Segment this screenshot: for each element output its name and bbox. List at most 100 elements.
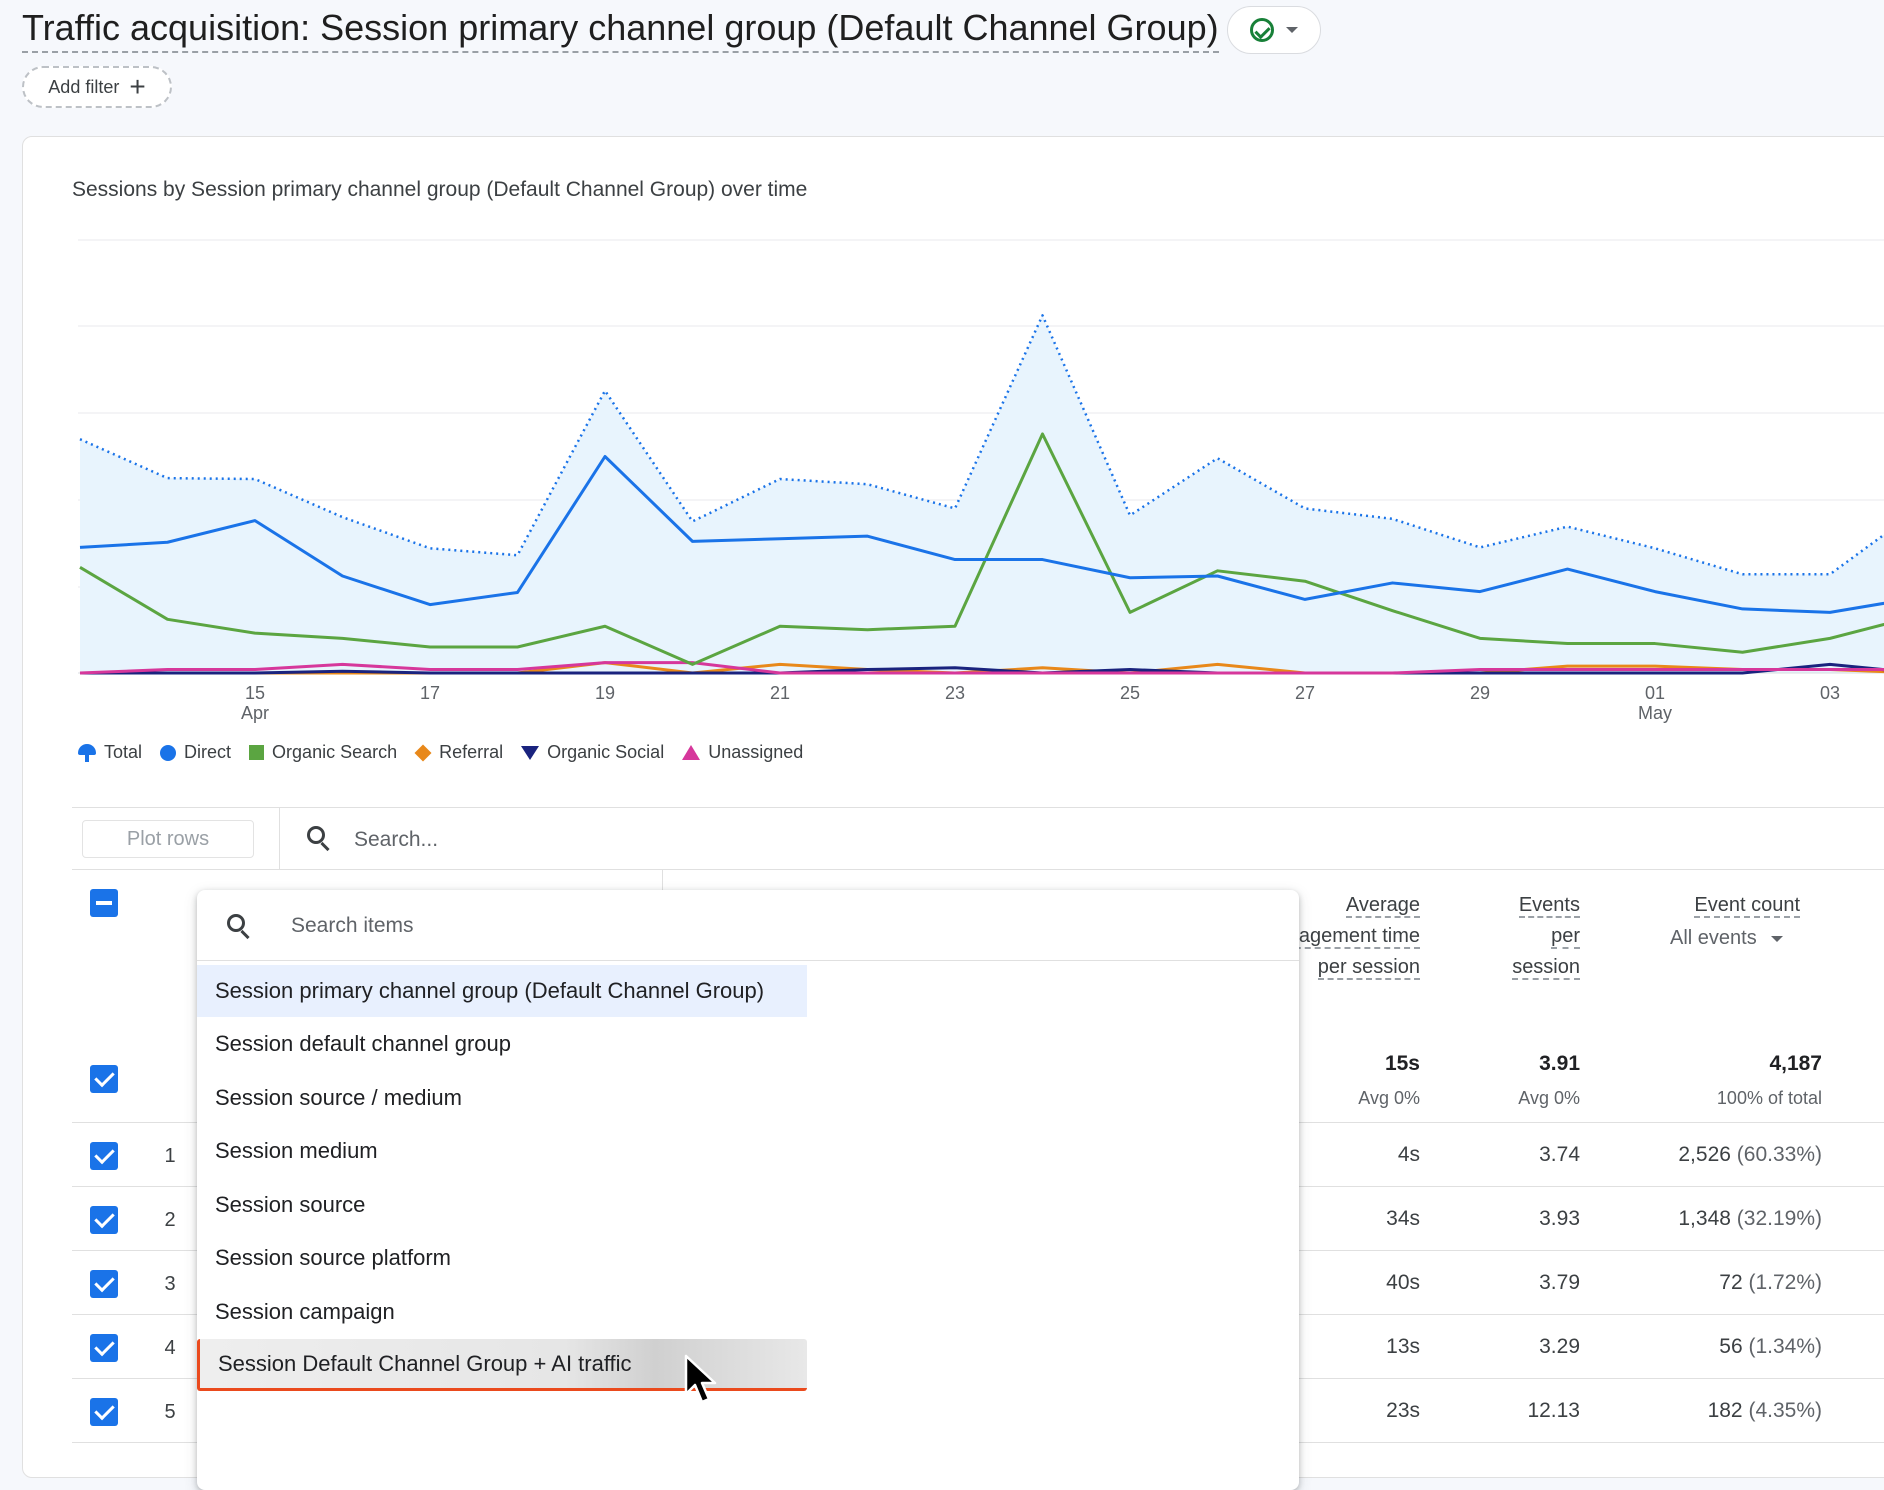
cell-avg-engagement: 40s	[1386, 1271, 1420, 1294]
series-line-direct	[79, 455, 1884, 614]
dropdown-item[interactable]: Session source / medium	[215, 1085, 462, 1110]
row-number: 4	[164, 1337, 176, 1359]
row-checkbox[interactable]	[90, 1270, 118, 1298]
search-icon	[307, 826, 325, 844]
cell-events-per-session: 3.29	[1539, 1335, 1580, 1358]
dropdown-item[interactable]: Session source	[215, 1192, 366, 1217]
legend-label: Organic Social	[547, 742, 665, 762]
total-symbol-icon	[78, 743, 96, 762]
total-avg-engagement-sub: Avg 0%	[1358, 1088, 1420, 1108]
x-tick-label: 25	[1120, 683, 1140, 703]
dropdown-search-row	[197, 890, 1299, 961]
dimension-dropdown-menu: Session primary channel group (Default C…	[197, 890, 1299, 1490]
column-header-label: Average engagement time per session	[1265, 894, 1420, 980]
event-filter-dropdown[interactable]: All events	[1670, 927, 1783, 950]
total-events-per-session-sub: Avg 0%	[1518, 1088, 1580, 1108]
x-tick-label: 19	[595, 683, 615, 703]
total-event-count-sub: 100% of total	[1716, 1088, 1822, 1108]
legend-label: Organic Search	[272, 742, 398, 762]
dropdown-search-input[interactable]	[289, 908, 1193, 944]
sessions-line-chart: 15 Apr 17 19 21 23 25 27 29 01 May 03	[78, 239, 1884, 723]
column-header-label: Event count	[1694, 894, 1800, 918]
cell-events-per-session: 12.13	[1527, 1399, 1580, 1422]
legend-item-unassigned[interactable]: Unassigned	[682, 742, 803, 763]
event-count-pct: (1.72%)	[1748, 1271, 1822, 1294]
x-tick-label: 29	[1470, 683, 1490, 703]
series-line-total	[79, 314, 1884, 576]
total-event-count: 4,187	[1769, 1052, 1822, 1075]
x-tick-label: 17	[420, 683, 440, 703]
cell-events-per-session: 3.93	[1539, 1207, 1580, 1230]
legend-item-organic-search[interactable]: Organic Search	[249, 742, 397, 763]
total-area	[80, 315, 1884, 673]
event-count-value: 2,526	[1678, 1143, 1731, 1166]
series-line-unassigned	[79, 661, 1884, 675]
mouse-cursor-icon	[684, 1354, 717, 1404]
dropdown-item[interactable]: Session primary channel group (Default C…	[197, 965, 807, 1017]
event-count-value: 56	[1719, 1335, 1743, 1358]
cell-event-count: 182 (4.35%)	[1560, 1399, 1822, 1423]
triangle-up-icon	[682, 745, 701, 760]
row-number: 5	[164, 1401, 176, 1423]
legend-item-organic-social[interactable]: Organic Social	[521, 742, 664, 763]
column-header-events-per-session[interactable]: Events per session	[1490, 890, 1580, 983]
dropdown-item[interactable]: Session campaign	[215, 1299, 395, 1324]
x-tick-label: 15 Apr	[241, 683, 269, 723]
cell-event-count: 1,348 (32.19%)	[1560, 1207, 1822, 1231]
legend-label: Referral	[439, 742, 504, 762]
event-count-pct: (4.35%)	[1748, 1399, 1822, 1422]
series-line-organic-search	[79, 432, 1884, 666]
column-header-event-count[interactable]: Event count	[1620, 890, 1800, 921]
plus-icon: +	[129, 71, 146, 102]
event-count-pct: (1.34%)	[1748, 1335, 1822, 1358]
page-title[interactable]: Traffic acquisition: Session primary cha…	[22, 7, 1219, 53]
dropdown-item-highlighted[interactable]: Session Default Channel Group + AI traff…	[197, 1339, 807, 1391]
divider	[279, 807, 280, 869]
cell-avg-engagement: 4s	[1397, 1143, 1420, 1166]
dropdown-item[interactable]: Session default channel group	[215, 1031, 511, 1056]
total-events-per-session: 3.91	[1539, 1052, 1580, 1075]
divider	[72, 869, 1884, 870]
cell-event-count: 72 (1.72%)	[1560, 1271, 1822, 1295]
x-tick-label: 01 May	[1638, 683, 1672, 723]
status-dropdown[interactable]	[1226, 6, 1321, 54]
event-count-value: 182	[1707, 1399, 1743, 1422]
dropdown-item[interactable]: Session medium	[215, 1138, 378, 1163]
legend-item-referral[interactable]: Referral	[414, 742, 504, 763]
legend-label: Total	[104, 742, 143, 762]
caret-down-icon	[1285, 27, 1298, 33]
row-checkbox[interactable]	[90, 1206, 118, 1234]
legend-label: Direct	[184, 742, 232, 762]
dropdown-item[interactable]: Session source platform	[215, 1245, 451, 1270]
add-filter-button[interactable]: Add filter +	[22, 66, 172, 108]
column-header-avg-engagement[interactable]: Average engagement time per session	[1260, 890, 1420, 983]
legend-label: Unassigned	[708, 742, 804, 762]
x-tick-label: 27	[1295, 683, 1315, 703]
event-count-pct: (32.19%)	[1736, 1207, 1822, 1230]
column-header-label: Events per session	[1512, 894, 1580, 980]
search-icon	[227, 914, 245, 932]
row-checkbox[interactable]	[90, 1398, 118, 1426]
event-filter-label: All events	[1670, 927, 1757, 949]
total-avg-engagement: 15s	[1384, 1052, 1420, 1075]
chart-title: Sessions by Session primary channel grou…	[72, 178, 808, 201]
table-search-input[interactable]	[352, 823, 956, 857]
legend-item-total[interactable]: Total	[78, 742, 142, 763]
x-tick-label: 23	[945, 683, 965, 703]
cell-events-per-session: 3.79	[1539, 1271, 1580, 1294]
square-icon	[249, 745, 265, 760]
row-checkbox[interactable]	[90, 1334, 118, 1362]
totals-checkbox[interactable]	[90, 1065, 118, 1093]
row-number: 2	[164, 1209, 176, 1231]
plot-rows-button[interactable]: Plot rows	[82, 820, 254, 858]
check-circle-icon	[1249, 18, 1274, 42]
x-tick-label: 03	[1820, 683, 1840, 703]
chart-legend: Total Direct Organic Search Referral Org…	[78, 742, 803, 763]
circle-icon	[160, 744, 177, 761]
event-count-value: 72	[1719, 1271, 1743, 1294]
cell-event-count: 2,526 (60.33%)	[1560, 1143, 1822, 1167]
legend-item-direct[interactable]: Direct	[160, 742, 231, 763]
select-all-checkbox[interactable]	[90, 889, 118, 917]
cell-event-count: 56 (1.34%)	[1560, 1335, 1822, 1359]
row-checkbox[interactable]	[90, 1142, 118, 1170]
